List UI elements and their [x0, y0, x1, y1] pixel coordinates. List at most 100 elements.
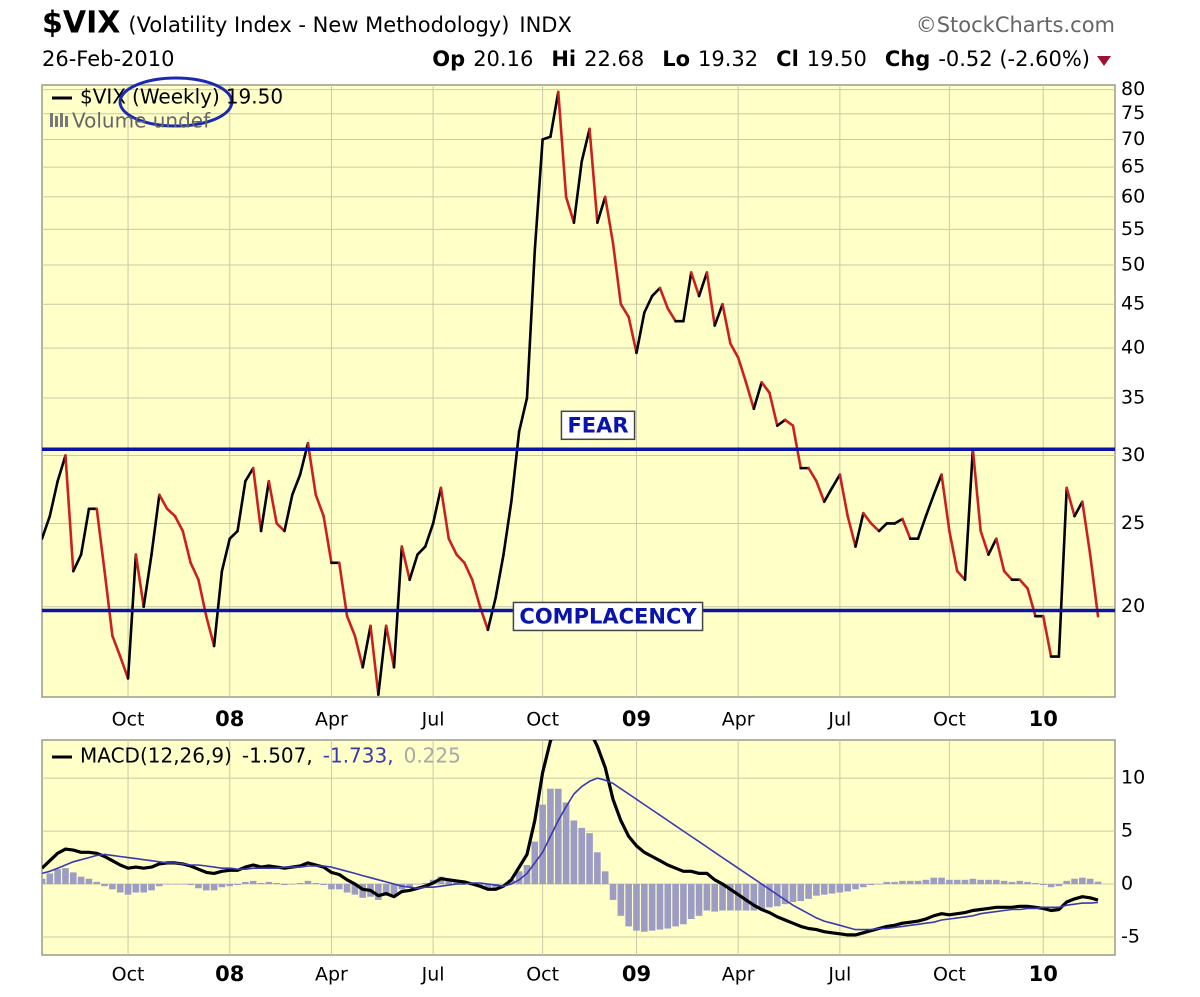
- price-segment: [431, 486, 443, 525]
- price-segment: [924, 493, 936, 518]
- x-tick-label: Oct: [933, 964, 966, 986]
- price-segment: [979, 529, 990, 556]
- price-segment: [549, 90, 560, 139]
- histogram-bar: [42, 878, 46, 885]
- histogram-bar: [789, 884, 797, 903]
- price-segment: [932, 473, 943, 497]
- y-tick-label: 45: [1121, 293, 1145, 315]
- price-segment: [447, 537, 458, 556]
- price-segment: [236, 479, 247, 533]
- price-segment: [95, 507, 106, 573]
- histogram-bar: [867, 884, 875, 886]
- price-segment: [556, 90, 568, 199]
- histogram-bar: [335, 884, 343, 890]
- price-segment: [744, 381, 756, 411]
- price-segment: [64, 454, 75, 573]
- histogram-bar: [242, 881, 249, 885]
- quote-label: Lo: [662, 47, 690, 71]
- x-tick-label: Jul: [827, 964, 851, 986]
- quote-label: Op: [432, 47, 465, 71]
- price-segment: [877, 522, 889, 533]
- histogram-bar: [109, 884, 116, 890]
- histogram-bar: [1039, 884, 1047, 886]
- annotation-box: [560, 410, 636, 441]
- histogram-bar: [62, 868, 69, 885]
- histogram-bar: [734, 884, 742, 911]
- annotation-label: FEAR: [567, 413, 628, 437]
- y-tick-label: 25: [1121, 512, 1145, 534]
- price-segment: [533, 138, 544, 252]
- exchange: INDX: [519, 13, 571, 37]
- price-segment: [869, 522, 881, 533]
- histogram-bar: [836, 884, 844, 893]
- price-segment: [79, 507, 91, 556]
- price-segment: [212, 569, 224, 648]
- price-segment: [916, 514, 928, 541]
- quote-label: Chg: [885, 47, 930, 71]
- quote-label: Cl: [776, 47, 799, 71]
- price-segment: [1041, 614, 1053, 658]
- price-segment: [627, 315, 638, 355]
- price-segment: [71, 553, 83, 573]
- histogram-bar: [695, 884, 703, 916]
- histogram-bar: [249, 880, 257, 885]
- histogram-bar: [140, 884, 147, 893]
- quote-value: 22.68: [584, 47, 644, 71]
- price-segment: [955, 569, 967, 582]
- legend-last-value: 19.50: [226, 85, 283, 109]
- histogram-bar: [993, 879, 1000, 885]
- histogram-bar: [609, 884, 617, 900]
- histogram-bar: [899, 880, 906, 885]
- histogram-bar: [680, 884, 687, 925]
- histogram-bar: [210, 884, 218, 891]
- histogram-bar: [1086, 878, 1094, 885]
- histogram-bar: [844, 884, 851, 892]
- histogram-bar: [359, 884, 367, 898]
- histogram-bar: [985, 879, 992, 885]
- price-segment: [502, 500, 513, 556]
- price-segment: [204, 614, 216, 648]
- volume-icon: [65, 116, 68, 127]
- histogram-bar: [116, 884, 124, 893]
- price-segment: [423, 522, 435, 548]
- price-segment: [854, 511, 865, 548]
- price-segment: [1002, 569, 1014, 582]
- price-segment: [173, 514, 185, 533]
- histogram-bar: [328, 884, 335, 890]
- price-segment: [1018, 578, 1029, 590]
- price-segment: [337, 561, 349, 618]
- y-tick-label: 50: [1121, 253, 1145, 275]
- price-segment: [682, 271, 693, 323]
- price-segment: [736, 356, 748, 384]
- histogram-bar: [687, 884, 695, 919]
- histogram-bar: [508, 879, 515, 885]
- price-segment: [987, 537, 998, 556]
- y-tick-label: 10: [1121, 767, 1145, 789]
- histogram-bar: [938, 877, 945, 885]
- price-segment: [353, 634, 365, 669]
- price-segment: [259, 479, 271, 533]
- histogram-bar: [69, 872, 77, 885]
- price-segment: [439, 486, 451, 541]
- histogram-bar: [492, 884, 499, 889]
- histogram-bar: [257, 882, 265, 885]
- histogram-bar: [124, 884, 132, 895]
- x-tick-label: Oct: [112, 964, 145, 986]
- x-tick-label: Oct: [112, 709, 145, 731]
- price-segment: [611, 241, 623, 306]
- price-segment: [267, 479, 278, 525]
- x-tick-label: Oct: [933, 709, 966, 731]
- period-highlight: [118, 76, 234, 128]
- legend-last-value: -1.733,: [323, 744, 394, 768]
- x-tick-label: 08: [215, 962, 244, 986]
- x-tick-label: 09: [622, 707, 651, 731]
- histogram-bar: [218, 884, 226, 888]
- price-segment: [658, 286, 670, 310]
- price-segment: [42, 514, 52, 541]
- price-segment: [56, 454, 67, 483]
- macd-panel: 10 5 0 -5 Oct 08 Apr Jul Oct 09 Apr Jul Oct 10 MACD(12…: [41, 739, 1145, 986]
- histogram-bar: [375, 884, 382, 900]
- price-segment: [408, 553, 419, 582]
- price-segment: [862, 511, 873, 525]
